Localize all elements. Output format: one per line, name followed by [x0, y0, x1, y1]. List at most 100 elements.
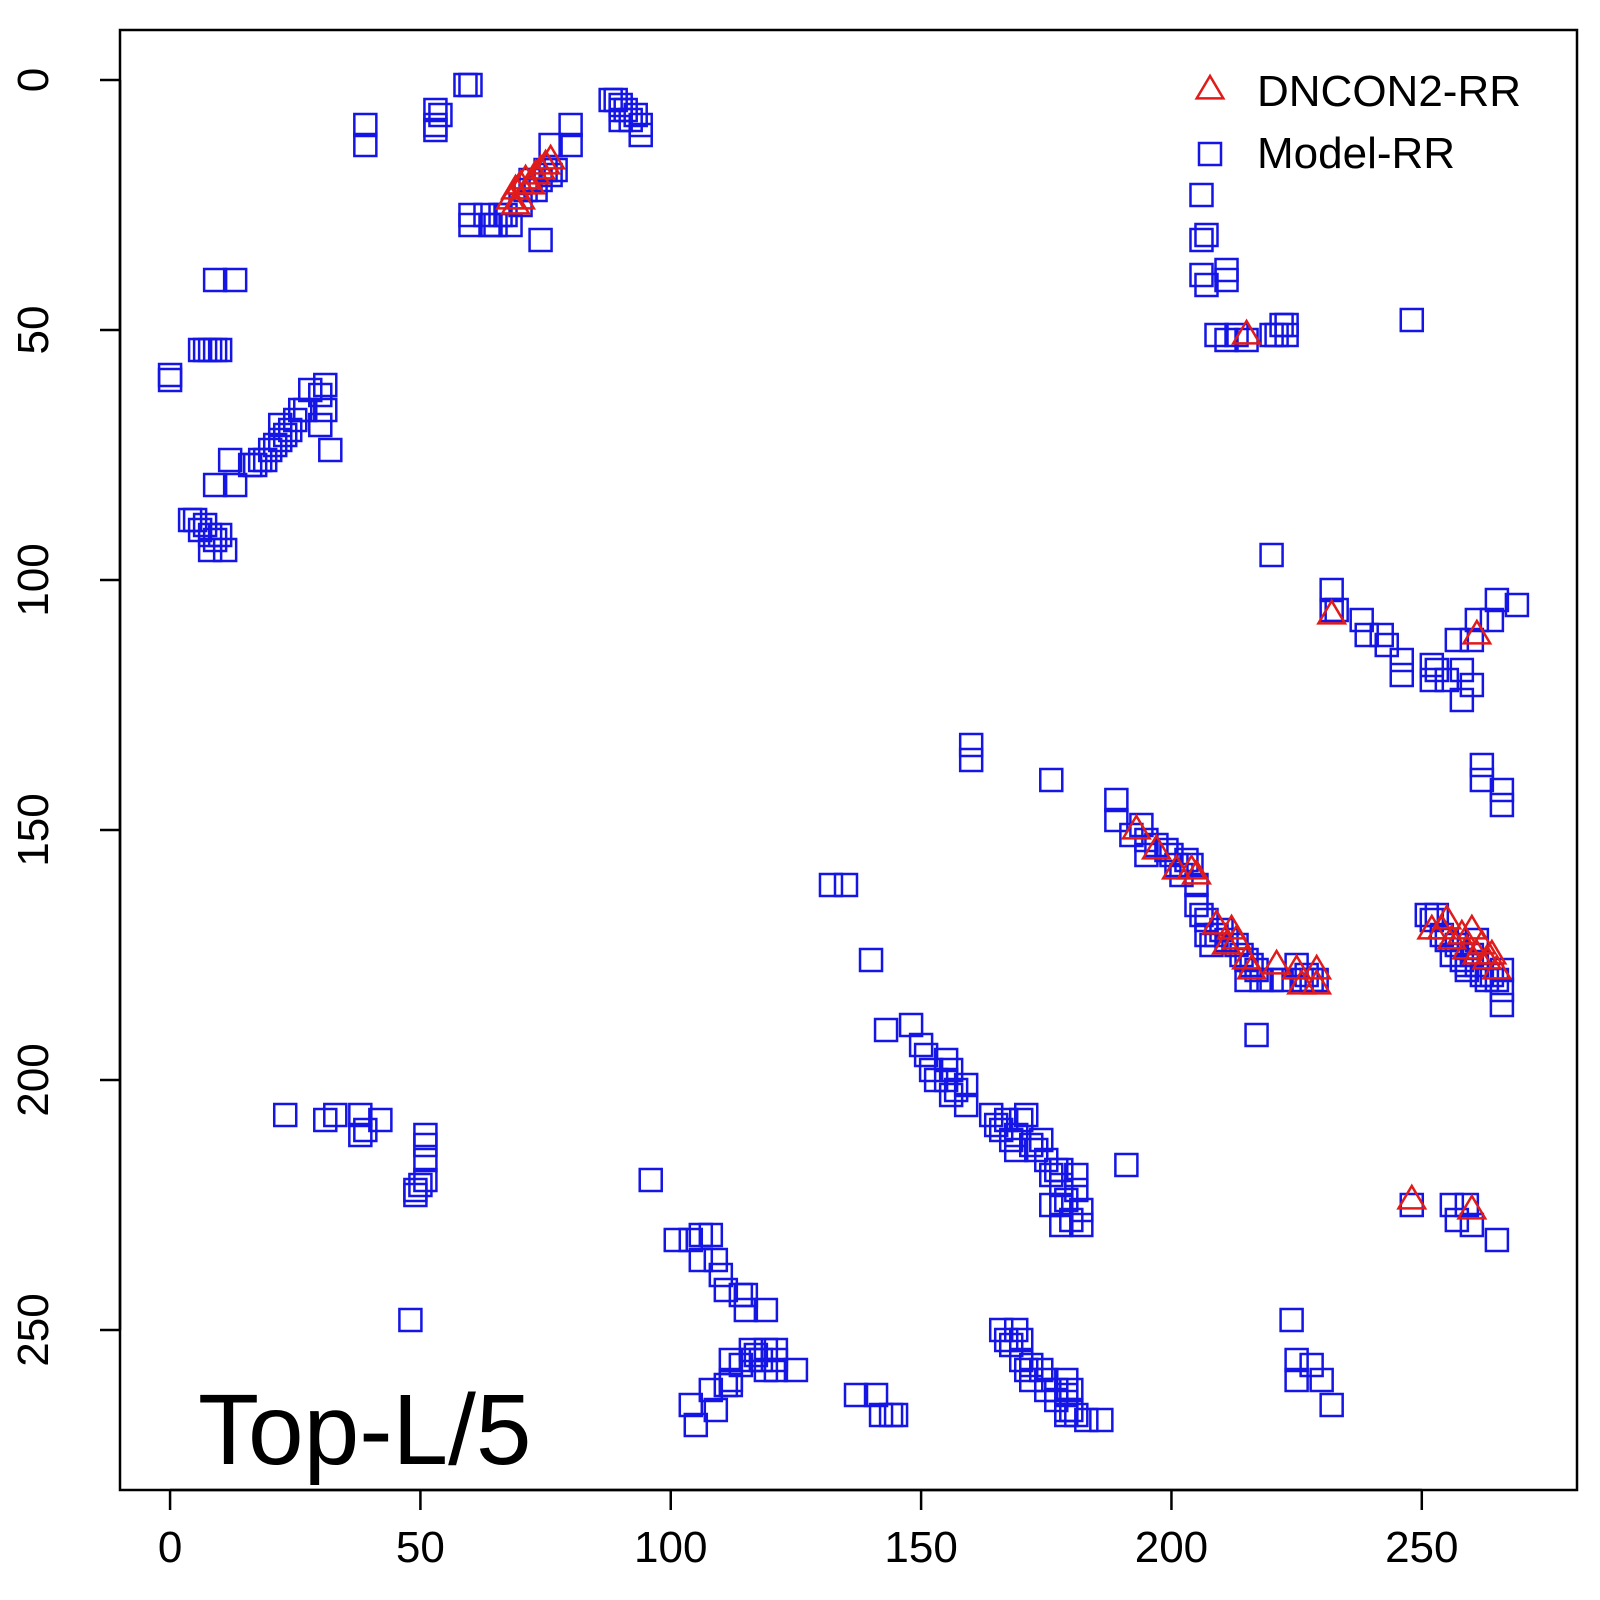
- model-rr-point: [313, 372, 338, 398]
- model-rr-point: [353, 132, 378, 158]
- model-rr-point: [1274, 312, 1299, 338]
- y-axis: 0 50 100 150 200 250: [9, 68, 122, 1367]
- model-rr-point: [293, 397, 318, 423]
- model-rr-point: [1419, 652, 1445, 678]
- model-rr-point: [703, 1247, 729, 1273]
- model-rr-point: [1189, 182, 1214, 208]
- model-rr-point: [222, 267, 248, 293]
- model-rr-point: [688, 1247, 714, 1273]
- model-rr-point: [1194, 272, 1219, 298]
- model-rr-point: [348, 1122, 373, 1148]
- model-rr-point: [1504, 592, 1530, 618]
- model-rr-point: [1354, 622, 1379, 648]
- model-rr-point: [1003, 1137, 1029, 1163]
- model-rr-point: [528, 227, 553, 253]
- model-rr-point: [638, 1167, 663, 1193]
- series-model-rr: [157, 72, 1530, 1438]
- model-rr-point: [348, 1102, 373, 1128]
- model-rr-point: [1039, 767, 1064, 793]
- model-rr-point: [713, 1372, 739, 1398]
- model-rr-point: [1049, 1157, 1074, 1183]
- model-rr-point: [1319, 577, 1344, 603]
- model-rr-point: [698, 1377, 724, 1403]
- model-rr-point: [1244, 1022, 1269, 1048]
- legend-label-model-rr: Model-RR: [1257, 129, 1455, 178]
- model-rr-point: [1189, 902, 1214, 928]
- plot-frame: [118, 28, 1579, 1492]
- model-rr-point: [818, 872, 844, 898]
- model-rr-point: [883, 1402, 909, 1428]
- model-rr-point: [1319, 1392, 1344, 1418]
- model-rr-point: [323, 1102, 348, 1128]
- model-rr-point: [833, 872, 859, 898]
- dncon2-rr-point: [1301, 953, 1333, 980]
- model-rr-point: [1389, 647, 1415, 673]
- model-rr-point: [953, 1072, 979, 1098]
- model-rr-point: [1214, 267, 1239, 293]
- model-rr-point: [878, 1402, 904, 1428]
- model-rr-point: [1064, 1162, 1089, 1188]
- model-rr-point: [663, 1227, 689, 1253]
- model-rr-point: [763, 1357, 789, 1383]
- model-rr-point: [1008, 1327, 1034, 1353]
- model-rr-point: [898, 1012, 924, 1038]
- model-rr-point: [1194, 222, 1219, 248]
- model-rr-point: [1013, 1102, 1039, 1128]
- x-tick-label: 50: [396, 1523, 445, 1572]
- model-rr-point: [1269, 967, 1294, 993]
- model-rr-point: [1104, 807, 1129, 833]
- model-rr-point: [1029, 1127, 1054, 1153]
- dncon2-rr-point: [500, 188, 532, 215]
- model-rr-point: [308, 412, 333, 438]
- model-rr-point: [728, 1282, 754, 1308]
- dncon2-rr-point: [1231, 318, 1263, 345]
- dncon2-rr-point: [1301, 968, 1333, 995]
- model-rr-point: [318, 437, 343, 463]
- model-rr-point: [1284, 1347, 1309, 1373]
- y-tick-label: 0: [9, 68, 58, 92]
- model-rr-point: [1484, 1227, 1510, 1253]
- model-rr-point: [1489, 992, 1515, 1018]
- model-rr-point: [1049, 1212, 1074, 1238]
- model-rr-point: [1469, 767, 1495, 793]
- model-rr-point: [753, 1297, 779, 1323]
- series-dncon2-rr: [495, 143, 1513, 1220]
- model-rr-point: [958, 747, 984, 773]
- model-rr-point: [413, 1147, 438, 1173]
- model-rr-point: [1484, 587, 1510, 613]
- model-rr-point: [1069, 1197, 1094, 1223]
- x-axis: 0 50 100 150 200 250: [158, 1488, 1458, 1572]
- dncon2-rr-point: [1160, 853, 1192, 880]
- model-rr-point: [958, 732, 984, 758]
- model-rr-point: [1064, 1177, 1089, 1203]
- model-rr-point: [543, 157, 568, 183]
- dncon2-rr-point: [1456, 913, 1488, 940]
- model-rr-point: [608, 97, 633, 123]
- x-tick-label: 150: [884, 1523, 957, 1572]
- dncon2-rr-point: [1221, 923, 1253, 950]
- dncon2-rr-point: [1396, 1183, 1428, 1210]
- model-rr-point: [873, 1017, 899, 1043]
- model-rr-point: [1439, 1192, 1465, 1218]
- model-rr-point: [1114, 1152, 1139, 1178]
- model-rr-point: [538, 162, 563, 188]
- x-tick-label: 200: [1135, 1523, 1208, 1572]
- model-rr-point: [1399, 307, 1425, 333]
- model-rr-point: [1089, 1407, 1114, 1433]
- model-rr-point: [157, 367, 183, 393]
- dncon2-rr-point: [1431, 903, 1463, 930]
- model-rr-point: [683, 1412, 709, 1438]
- model-rr-point: [1184, 872, 1209, 898]
- model-rr-point: [938, 1057, 964, 1083]
- dncon2-rr-point: [535, 143, 567, 170]
- model-rr-point: [1459, 1212, 1485, 1238]
- model-rr-point: [1464, 607, 1490, 633]
- model-rr-point: [1008, 1107, 1034, 1133]
- model-rr-point: [1389, 662, 1415, 688]
- model-rr-point: [1459, 672, 1485, 698]
- x-tick-label: 250: [1385, 1523, 1458, 1572]
- model-rr-point: [423, 117, 448, 143]
- dncon2-rr-point: [1286, 968, 1318, 995]
- model-rr-point: [1284, 1367, 1309, 1393]
